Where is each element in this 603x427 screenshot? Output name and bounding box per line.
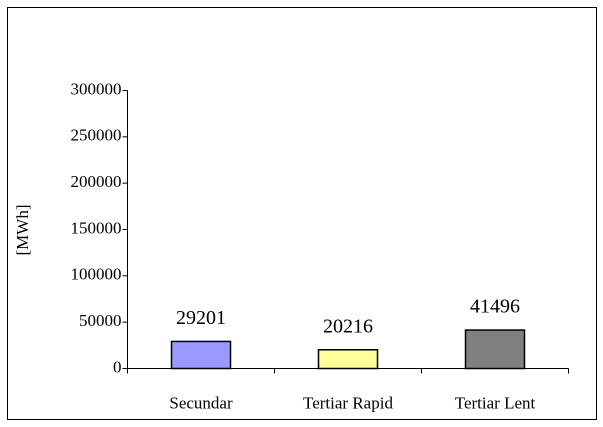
value-label: 29201 bbox=[176, 307, 226, 329]
y-tick-label: 200000 bbox=[71, 172, 122, 191]
value-label: 41496 bbox=[470, 296, 520, 318]
y-tick-label: 50000 bbox=[79, 311, 122, 330]
value-label: 20216 bbox=[323, 315, 373, 337]
y-tick-label: 150000 bbox=[71, 218, 122, 237]
bar bbox=[317, 349, 379, 370]
x-tick-label: Tertiar Rapid bbox=[303, 393, 393, 412]
x-tick-label: Secundar bbox=[169, 393, 233, 412]
bar bbox=[464, 329, 526, 370]
y-tick-label: 0 bbox=[113, 357, 122, 376]
y-tick-label: 300000 bbox=[71, 79, 122, 98]
bar bbox=[170, 340, 232, 370]
y-tick-label: 100000 bbox=[71, 265, 122, 284]
y-tick-label: 250000 bbox=[71, 126, 122, 145]
y-axis-label: [MWh] bbox=[13, 205, 32, 256]
x-tick-label: Tertiar Lent bbox=[455, 393, 536, 412]
